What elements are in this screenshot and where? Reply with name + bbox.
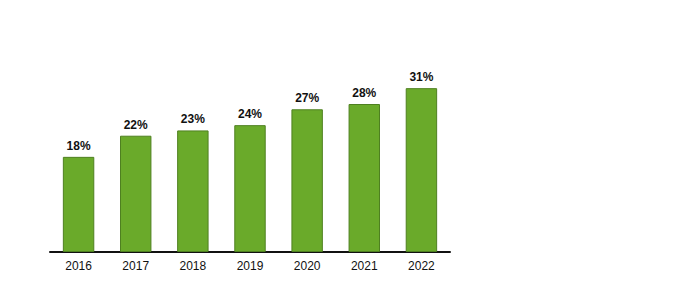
- svg-text:2022: 2022: [408, 259, 435, 273]
- svg-text:2020: 2020: [294, 259, 321, 273]
- svg-text:2019: 2019: [237, 259, 264, 273]
- svg-text:2021: 2021: [351, 259, 378, 273]
- svg-text:2016: 2016: [65, 259, 92, 273]
- svg-text:2018: 2018: [180, 259, 207, 273]
- svg-text:22%: 22%: [124, 118, 148, 132]
- svg-text:28%: 28%: [352, 86, 376, 100]
- svg-text:23%: 23%: [181, 112, 205, 126]
- svg-text:27%: 27%: [295, 91, 319, 105]
- svg-text:2017: 2017: [122, 259, 149, 273]
- svg-text:18%: 18%: [67, 139, 91, 153]
- svg-text:24%: 24%: [238, 107, 262, 121]
- svg-text:31%: 31%: [409, 70, 433, 84]
